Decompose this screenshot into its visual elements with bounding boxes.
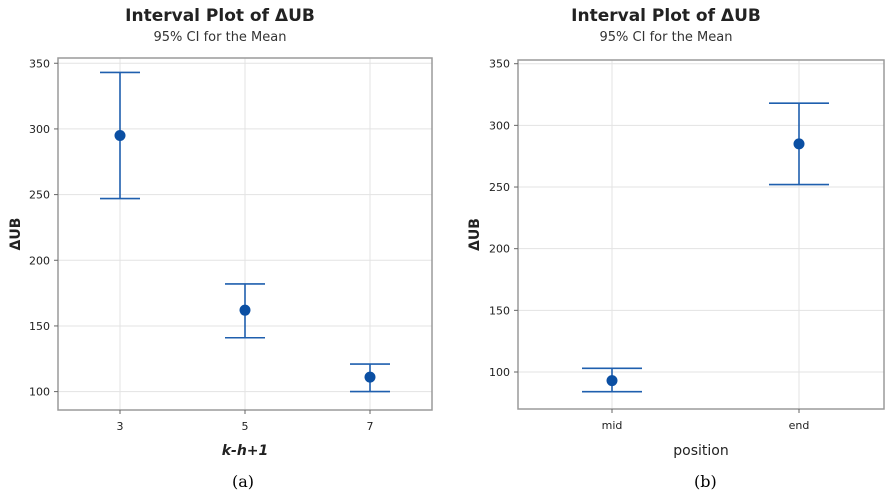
y-tick-label: 150 xyxy=(489,304,510,317)
y-tick-label: 200 xyxy=(489,243,510,256)
x-tick-label: 5 xyxy=(242,420,249,433)
x-tick-label: 7 xyxy=(367,420,374,433)
y-axis-label: ΔUB xyxy=(8,218,24,251)
mean-point xyxy=(606,375,618,387)
y-tick-label: 350 xyxy=(489,58,510,71)
chart-title: Interval Plot of ΔUB xyxy=(571,6,761,26)
y-tick-label: 350 xyxy=(29,57,50,70)
caption-b: (b) xyxy=(694,472,717,491)
x-tick-label: 3 xyxy=(117,420,124,433)
chart-panel-b: Interval Plot of ΔUB 95% CI for the Mean… xyxy=(444,0,888,470)
y-tick-label: 300 xyxy=(489,119,510,132)
x-axis-label: k-h+1 xyxy=(222,443,269,459)
y-tick-label: 300 xyxy=(29,123,50,136)
interval-plot-a: 100 150 200 250 300 350 3 5 7 ΔUB k-h+1 xyxy=(8,57,433,459)
chart-subtitle: 95% CI for the Mean xyxy=(153,30,287,45)
x-axis-label: position xyxy=(673,443,728,459)
chart-title: Interval Plot of ΔUB xyxy=(125,6,315,26)
mean-point xyxy=(793,138,805,150)
interval-plot-b: 100 150 200 250 300 350 mid end ΔUB position xyxy=(467,58,885,459)
y-tick-label: 100 xyxy=(489,366,510,379)
x-tick-label: end xyxy=(789,419,810,432)
y-tick-label: 250 xyxy=(489,181,510,194)
y-tick-label: 250 xyxy=(29,189,50,202)
mean-point xyxy=(114,129,126,141)
y-tick-label: 100 xyxy=(29,386,50,399)
x-tick-label: mid xyxy=(602,419,623,432)
y-tick-label: 200 xyxy=(29,254,50,267)
y-tick-label: 150 xyxy=(29,320,50,333)
chart-panel-a: Interval Plot of ΔUB 95% CI for the Mean… xyxy=(0,0,440,470)
mean-point xyxy=(364,371,376,383)
mean-point xyxy=(239,304,251,316)
plot-frame xyxy=(517,59,885,410)
y-axis-label: ΔUB xyxy=(467,218,483,251)
caption-a: (a) xyxy=(232,472,255,491)
chart-subtitle: 95% CI for the Mean xyxy=(599,30,733,45)
